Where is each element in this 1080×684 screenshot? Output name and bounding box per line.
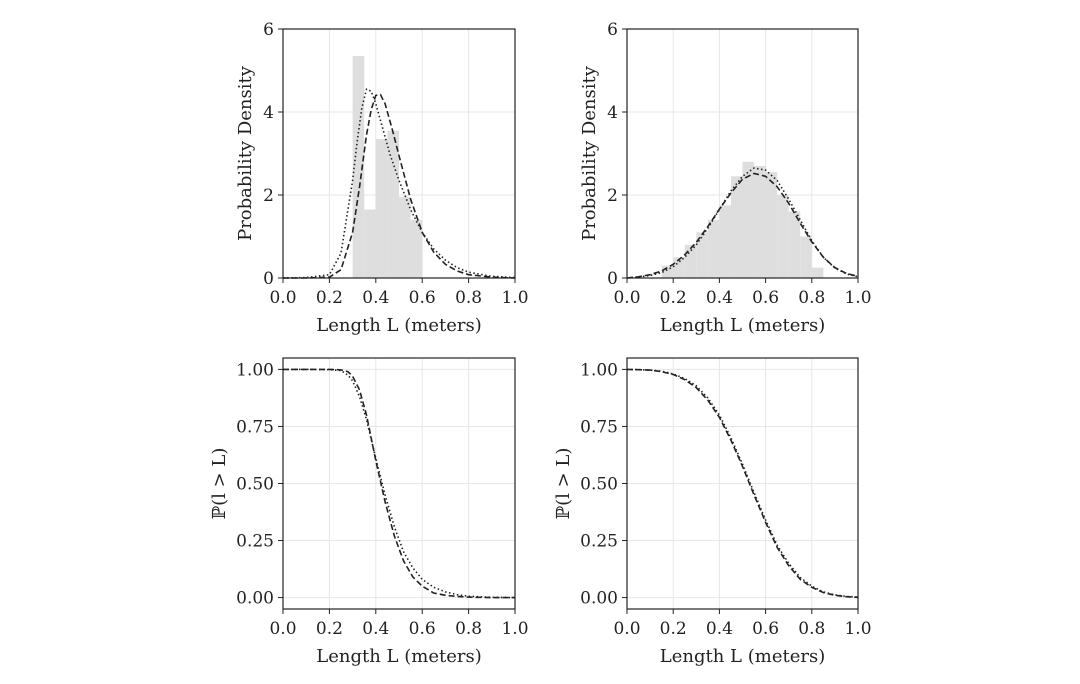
histogram-bar	[684, 244, 697, 278]
series-line-dashed	[283, 93, 516, 279]
x-axis-label: Length L (meters)	[316, 646, 481, 667]
y-tick-label: 0	[607, 269, 618, 289]
histogram-bar	[673, 257, 685, 278]
x-axis-label: Length L (meters)	[660, 646, 825, 667]
x-tick-label: 0.0	[613, 288, 640, 308]
y-tick-label: 1.00	[236, 360, 274, 380]
y-tick-label: 2	[263, 186, 274, 206]
y-tick-label: 0.00	[236, 589, 274, 609]
y-tick-label: 6	[263, 20, 274, 40]
histogram-bar	[811, 267, 824, 278]
x-tick-label: 1.0	[844, 619, 871, 639]
histogram-bar	[742, 161, 755, 278]
y-tick-label: 0.50	[236, 475, 274, 495]
x-tick-label: 1.0	[501, 619, 528, 639]
histogram-bar	[387, 130, 399, 278]
histogram-bar	[352, 55, 365, 278]
y-axis-label: Probability Density	[579, 65, 600, 241]
series-line-dotted	[282, 88, 516, 279]
chart-panel-top-right: 0.0 0.2 0.4 0.6 0.8 1.0 0 2 4 6 Length L (meters) P…	[579, 20, 872, 336]
y-tick-label: 0.50	[580, 475, 618, 495]
y-tick-label: 0.75	[580, 417, 618, 437]
histogram-bar	[375, 138, 388, 278]
histogram-bar	[696, 232, 708, 278]
histogram-bar	[788, 211, 801, 278]
y-tick-label: 0.00	[580, 589, 618, 609]
histogram-bar	[410, 219, 423, 278]
series-line-dashed	[283, 368, 515, 599]
x-tick-label: 0.0	[269, 619, 296, 639]
series-line-dotted	[626, 368, 859, 598]
histogram-bar	[777, 195, 789, 278]
axes-frame	[282, 28, 516, 279]
y-tick-label: 0.25	[236, 532, 274, 552]
x-tick-label: 0.4	[706, 619, 733, 639]
histogram-bar	[754, 165, 766, 278]
x-tick-label: 0.4	[362, 288, 389, 308]
chart-panel-top-left: 0.0 0.2 0.4 0.6 0.8 1.0 0 2 4 6 Length L (meters) P…	[235, 20, 529, 336]
histogram-bar	[399, 197, 411, 278]
x-tick-label: 0.8	[798, 619, 825, 639]
histogram-bar	[730, 176, 743, 278]
x-axis-label: Length L (meters)	[660, 315, 825, 336]
x-tick-label: 1.0	[844, 288, 871, 308]
histogram-bar	[707, 219, 720, 278]
x-tick-label: 0.0	[269, 288, 296, 308]
x-tick-label: 0.8	[455, 288, 482, 308]
y-tick-label: 0	[263, 269, 274, 289]
series-line-dotted	[283, 368, 516, 599]
x-tick-label: 0.6	[752, 619, 779, 639]
x-tick-label: 0.2	[316, 288, 343, 308]
x-tick-label: 0.2	[660, 288, 687, 308]
series-line-dashed	[626, 172, 859, 279]
x-axis-label: Length L (meters)	[316, 315, 481, 336]
x-tick-label: 0.6	[409, 619, 436, 639]
y-tick-label: 4	[263, 103, 274, 123]
axes-frame	[626, 28, 859, 279]
series-line-dashed	[626, 368, 859, 599]
x-tick-label: 0.6	[752, 288, 779, 308]
y-axis-label: ℙ(l > L)	[209, 448, 230, 520]
histogram-bar	[364, 209, 376, 278]
histogram-bar	[719, 205, 731, 278]
histogram-bar	[800, 236, 812, 278]
y-tick-label: 6	[607, 20, 618, 40]
y-axis-label: Probability Density	[235, 65, 256, 241]
x-tick-label: 0.6	[409, 288, 436, 308]
x-tick-label: 0.2	[316, 619, 343, 639]
histogram-bar	[765, 172, 778, 278]
x-tick-label: 0.0	[613, 619, 640, 639]
y-tick-label: 1.00	[580, 360, 618, 380]
x-tick-label: 0.4	[706, 288, 733, 308]
y-tick-label: 0.75	[236, 417, 274, 437]
x-tick-label: 0.2	[660, 619, 687, 639]
y-tick-label: 4	[607, 103, 618, 123]
x-tick-label: 0.8	[798, 288, 825, 308]
x-tick-label: 0.8	[455, 619, 482, 639]
chart-panel-bottom-right: 0.0 0.2 0.4 0.6 0.8 1.0 0.00 0.25 0.50 0.75 1.00 Le…	[553, 357, 872, 667]
x-tick-label: 0.4	[362, 619, 389, 639]
y-axis-label: ℙ(l > L)	[553, 448, 574, 520]
y-tick-label: 2	[607, 186, 618, 206]
histogram-bar	[661, 265, 674, 278]
y-tick-label: 0.25	[580, 532, 618, 552]
x-tick-label: 1.0	[501, 288, 528, 308]
chart-panel-bottom-left: 0.0 0.2 0.4 0.6 0.8 1.0 0.00 0.25 0.50 0.75 1.00 Le…	[209, 357, 529, 667]
